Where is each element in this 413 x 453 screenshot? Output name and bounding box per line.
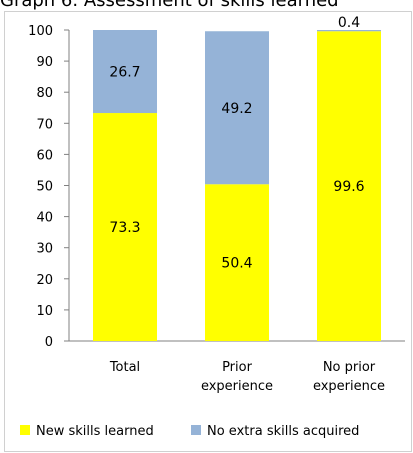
y-tick-label: 60 (36, 148, 53, 163)
data-label: 50.4 (221, 256, 252, 272)
chart-title: Graph 6. Assessment of skills learned (0, 0, 339, 11)
legend-swatch (20, 425, 30, 435)
y-tick-label: 80 (36, 86, 53, 101)
y-tick-label: 90 (36, 55, 53, 70)
x-tick-label: Total (109, 360, 140, 375)
y-tick-label: 50 (36, 180, 53, 195)
y-tick-label: 20 (36, 273, 53, 288)
data-label: 99.6 (333, 179, 364, 195)
data-label: 73.3 (109, 220, 140, 236)
y-tick-label: 100 (28, 24, 53, 39)
y-tick-label: 30 (36, 242, 53, 257)
legend-entry: New skills learned (36, 424, 154, 439)
data-label: 49.2 (221, 101, 252, 117)
bars-layer (93, 30, 381, 342)
x-tick-label: experience (313, 379, 385, 394)
y-tick-label: 0 (45, 335, 53, 350)
y-tick-label: 70 (36, 117, 53, 132)
x-tick-label: No prior (323, 360, 376, 375)
legend-swatch (191, 425, 201, 435)
x-tick-label: experience (201, 379, 273, 394)
bar-segment (93, 30, 157, 114)
bar-segment (205, 31, 269, 185)
y-tick-label: 10 (36, 304, 53, 319)
y-tick-label: 40 (36, 211, 53, 226)
axes-layer: 0 10 20 30 40 50 60 70 80 90 100 Total Prior experien… (28, 24, 405, 394)
data-label: 0.4 (338, 15, 360, 31)
x-tick-label: Prior (222, 360, 253, 375)
data-label: 26.7 (109, 65, 140, 81)
labels-layer: 73.3 26.7 50.4 49.2 99.6 0.4 (109, 15, 364, 272)
bar-segment (317, 31, 381, 342)
bar-segment (205, 184, 269, 341)
bar-segment (93, 113, 157, 341)
legend-layer: New skills learned No extra skills acquir… (20, 424, 359, 439)
legend-entry: No extra skills acquired (207, 424, 359, 439)
bar-segment (317, 30, 381, 32)
